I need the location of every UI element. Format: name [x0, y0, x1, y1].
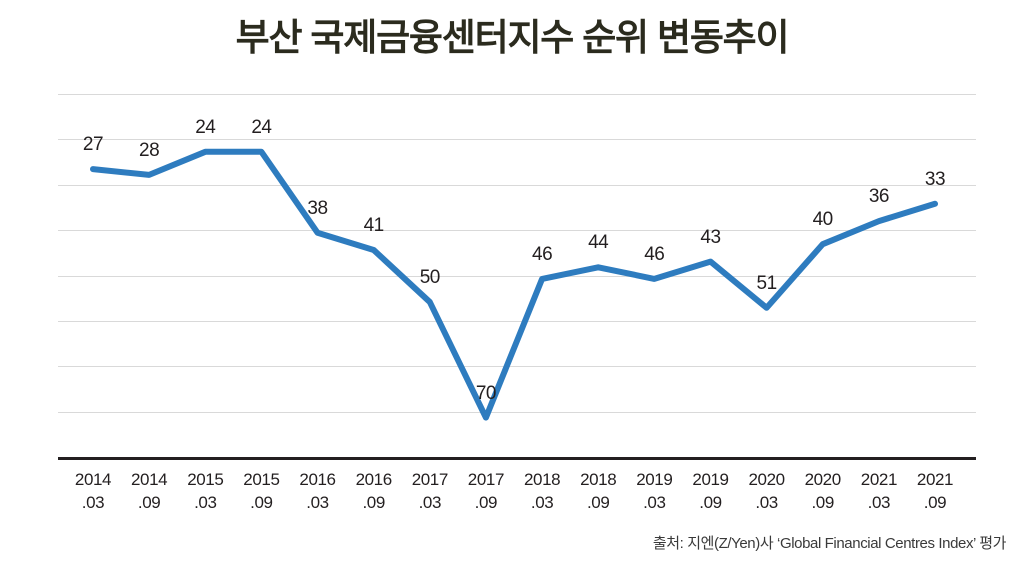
- x-tick-label: 2015 .09: [243, 468, 280, 514]
- x-tick-year: 2021: [916, 470, 954, 489]
- x-tick-label: 2018 .09: [580, 468, 617, 514]
- x-tick-year: 2021: [860, 470, 898, 489]
- x-tick-label: 2019 .03: [636, 468, 673, 514]
- gridline: [58, 276, 976, 277]
- x-tick-month: .09: [137, 493, 161, 512]
- x-tick-year: 2018: [580, 470, 617, 489]
- x-tick-label: 2015 .03: [187, 468, 224, 514]
- gridline: [58, 412, 976, 413]
- x-axis-baseline: [58, 457, 976, 460]
- x-tick-month: .09: [474, 493, 498, 512]
- x-tick-label: 2017 .03: [411, 468, 449, 514]
- plot-area: 27 28 24 24 38 41 50 70 46 44 46 43 51 40 36 33: [58, 94, 976, 458]
- x-axis-ticks: 2014 .03 2014 .09 2015 .03 2015 .09 2016 .03 2016.…: [58, 468, 976, 524]
- x-tick-label: 2016 .03: [299, 468, 336, 514]
- data-point-label: 51: [756, 272, 778, 294]
- x-tick-label: 2019 .09: [692, 468, 729, 514]
- x-tick-year: 2020: [804, 470, 842, 489]
- gridline: [58, 366, 976, 367]
- x-tick-month: .03: [306, 493, 329, 512]
- x-tick-year: 2019: [636, 470, 673, 489]
- data-point-label: 28: [139, 139, 160, 161]
- data-point-label: 50: [419, 267, 441, 288]
- data-point-label: 40: [812, 209, 834, 231]
- gridline: [58, 94, 976, 95]
- series-line-busan: [90, 148, 938, 421]
- x-tick-label: 2020 .03: [748, 468, 785, 514]
- data-point-label: 38: [307, 197, 328, 219]
- data-point-label: 36: [868, 186, 890, 208]
- gridline: [58, 321, 976, 322]
- x-tick-year: 2015: [187, 470, 224, 489]
- page-title: 부산 국제금융센터지수 순위 변동추이: [235, 17, 790, 58]
- x-tick-year: 2016: [355, 470, 393, 489]
- x-tick-month: .09: [362, 493, 385, 512]
- x-tick-label: 2014 .03: [74, 468, 112, 514]
- x-tick-month: .09: [250, 493, 273, 512]
- gridline: [58, 185, 976, 186]
- data-point-label: 46: [644, 243, 665, 265]
- x-tick-year: 2015: [243, 470, 280, 489]
- data-point-label: 24: [195, 116, 216, 138]
- x-tick-month: .09: [923, 493, 947, 512]
- data-point-label: 24: [251, 116, 272, 138]
- x-tick-month: .03: [755, 493, 778, 512]
- x-tick-month: .03: [867, 493, 891, 512]
- x-tick-month: .09: [699, 493, 722, 512]
- x-tick-label: 2020 .09: [804, 468, 842, 514]
- x-tick-month: .03: [418, 493, 442, 512]
- x-tick-year: 2019: [692, 470, 729, 489]
- data-point-label: 43: [700, 226, 721, 248]
- x-tick-month: .09: [811, 493, 834, 512]
- data-point-label: 44: [588, 232, 609, 254]
- data-point-label: 33: [924, 168, 946, 190]
- x-tick-month: .03: [81, 493, 105, 512]
- gridline: [58, 230, 976, 231]
- x-tick-year: 2014: [74, 470, 112, 489]
- x-tick-year: 2018: [523, 470, 561, 489]
- x-tick-month: .03: [643, 493, 666, 512]
- x-tick-year: 2014: [130, 470, 168, 489]
- x-tick-year: 2020: [748, 470, 785, 489]
- x-tick-label: 2018 .03: [523, 468, 561, 514]
- x-tick-label: 2021 .09: [916, 468, 954, 514]
- x-tick-label: 2016 .09: [355, 468, 393, 514]
- data-point-label: 27: [82, 134, 104, 156]
- x-tick-month: .03: [194, 493, 217, 512]
- x-tick-year: 2016: [299, 470, 336, 489]
- x-tick-year: 2017: [467, 470, 505, 489]
- line-series-svg: [90, 148, 938, 421]
- x-tick-month: .03: [530, 493, 554, 512]
- data-point-label: 41: [363, 215, 385, 236]
- x-tick-month: .09: [586, 493, 610, 512]
- x-tick-label: 2014 .09: [130, 468, 168, 514]
- data-point-label: 46: [532, 243, 553, 265]
- x-tick-year: 2017: [411, 470, 449, 489]
- data-point-label: 70: [475, 382, 497, 404]
- x-tick-label: 2017 .09: [467, 468, 505, 514]
- x-tick-label: 2021 .03: [860, 468, 898, 514]
- gridline: [58, 139, 976, 140]
- source-note: 출처: 지엔(Z/Yen)사 ‘Global Financial Centres…: [652, 535, 1007, 552]
